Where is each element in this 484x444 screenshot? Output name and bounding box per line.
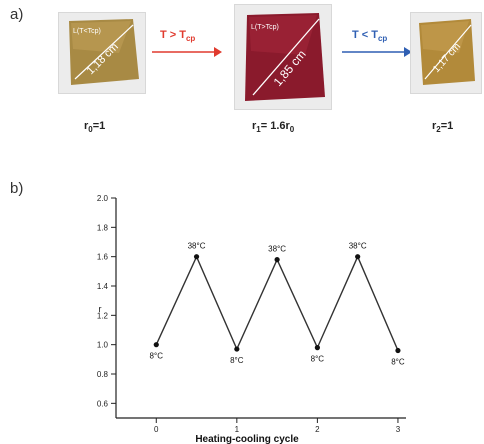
r0-label: r0=1 (84, 120, 106, 135)
data-point (395, 347, 401, 354)
x-tick-label: 2 (315, 425, 320, 434)
data-point-label: 38°C (188, 242, 206, 251)
data-point (355, 254, 361, 260)
cooling-arrow-label: T < Tcp (352, 29, 388, 44)
y-tick-label: 1.4 (97, 282, 109, 291)
cooling-arrow (342, 47, 412, 57)
series-line (155, 254, 399, 351)
x-tick-label: 3 (396, 425, 401, 434)
sample-initial-corner-text: L(T<Tcp) (73, 28, 101, 35)
sample-initial-size-line (74, 24, 134, 80)
sample-heated-corner-text: L(T>Tcp) (251, 24, 279, 31)
data-point-label: 8°C (150, 352, 164, 361)
sample-cooled-graphic: 1,17 cm (419, 19, 475, 85)
heating-arrow-label: T > Tcp (160, 29, 196, 44)
y-tick-label: 1.2 (97, 311, 109, 320)
y-tick-label: 1.8 (97, 223, 109, 232)
y-tick-label: 0.6 (97, 399, 109, 408)
sample-heated-size-line (252, 18, 320, 96)
y-tick-label: 1.6 (97, 253, 109, 262)
data-point (234, 346, 240, 352)
r2-label: r2=1 (432, 120, 454, 135)
data-point (193, 254, 200, 260)
data-point (314, 345, 320, 351)
x-axis-label: Heating-cooling cycle (195, 434, 299, 444)
data-point-label: 38°C (349, 242, 367, 251)
x-tick-label: 1 (235, 425, 240, 434)
sample-photo-heated: L(T>Tcp) 1,85 cm (234, 4, 332, 110)
data-point (274, 257, 280, 263)
sample-heated-graphic: L(T>Tcp) 1,85 cm (245, 13, 325, 101)
sample-initial-graphic: L(T<Tcp) 1,18 cm (69, 19, 139, 85)
r1-label: r1= 1.6r0 (252, 120, 295, 135)
sample-photo-initial: L(T<Tcp) 1,18 cm (58, 12, 146, 94)
data-point-label: 8°C (230, 356, 244, 365)
heating-arrow (152, 47, 222, 57)
y-tick-label: 0.8 (97, 370, 109, 379)
panel-a-label: a) (10, 6, 24, 23)
y-tick-label: 1.0 (97, 341, 109, 350)
x-tick-label: 0 (154, 425, 159, 434)
data-point-label: 8°C (311, 355, 325, 364)
y-tick-label: 2.0 (97, 194, 109, 203)
data-point (153, 342, 159, 348)
y-axis-label: r (99, 304, 102, 314)
panel-b-label: b) (10, 180, 24, 197)
data-point-label: 8°C (391, 358, 405, 367)
data-point-label: 38°C (268, 245, 286, 254)
sample-photo-cooled: 1,17 cm (410, 12, 482, 94)
sample-cooled-size-line (424, 24, 472, 80)
